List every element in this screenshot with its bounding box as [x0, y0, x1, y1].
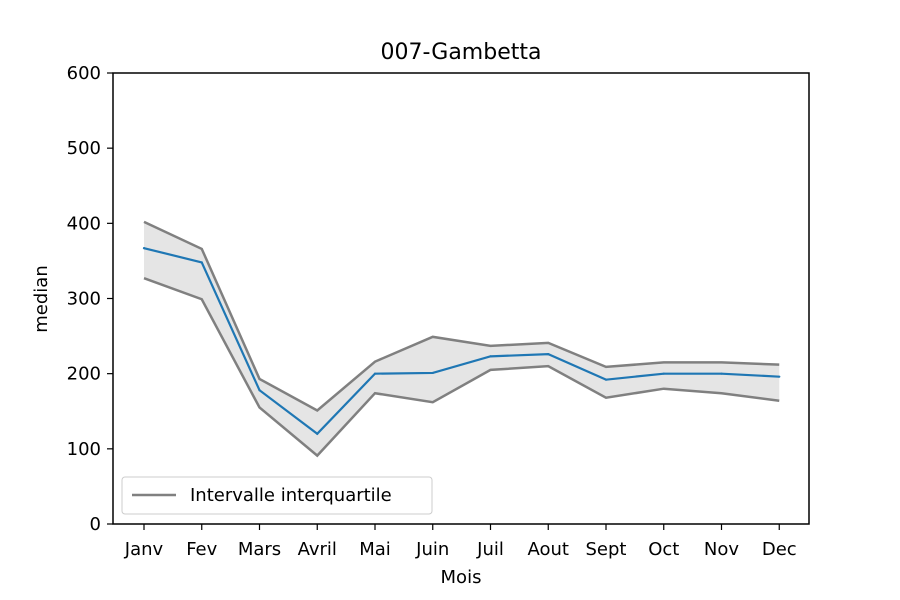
y-tick-label: 200 [67, 364, 101, 385]
iqr-fill [144, 221, 780, 456]
y-axis-label: median [31, 265, 52, 332]
x-tick-label: Mars [238, 539, 281, 560]
x-tick-label: Dec [762, 539, 797, 560]
iqr-lower-line [143, 277, 780, 458]
y-tick-label: 600 [67, 63, 101, 84]
median-line [143, 247, 780, 436]
median-point [662, 372, 665, 375]
median-point [720, 372, 723, 375]
iqr-upper-line [143, 220, 780, 413]
median-point [547, 353, 550, 356]
x-axis-label: Mois [441, 567, 482, 588]
median-point [431, 371, 434, 375]
y-axis-ticks: 0 100 200 300 400 500 600 [67, 63, 113, 535]
median-point [604, 378, 608, 381]
x-tick-label: Nov [704, 539, 739, 560]
median-point [316, 432, 319, 435]
median-point [258, 389, 261, 392]
y-tick-label: 300 [67, 289, 101, 310]
median-series [142, 247, 781, 436]
median-point [489, 355, 492, 358]
legend: Intervalle interquartile [121, 476, 433, 515]
x-tick-label: Oct [648, 539, 679, 560]
median-point [778, 375, 781, 378]
x-tick-label: Avril [298, 539, 337, 560]
legend-label: Intervalle interquartile [190, 485, 392, 506]
x-axis-ticks: Janv Fev Mars Avril Mai Juin Juil Aout Sept Oct No… [124, 524, 797, 560]
iqr-band [143, 220, 780, 458]
y-tick-label: 500 [67, 138, 101, 159]
y-tick-label: 100 [67, 439, 101, 460]
legend-box [121, 476, 433, 515]
median-point [373, 372, 377, 375]
x-tick-label: Janv [124, 539, 164, 560]
x-tick-label: Aout [528, 539, 569, 560]
x-tick-label: Fev [186, 539, 217, 560]
x-tick-label: Sept [586, 539, 627, 560]
y-tick-label: 400 [67, 213, 101, 234]
x-tick-label: Mai [359, 539, 391, 560]
x-tick-label: Juin [415, 539, 449, 560]
median-point [200, 261, 203, 264]
x-tick-label: Juil [476, 539, 504, 560]
chart-title: 007-Gambetta [381, 40, 542, 65]
median-point [142, 247, 146, 250]
y-tick-label: 0 [90, 514, 101, 535]
